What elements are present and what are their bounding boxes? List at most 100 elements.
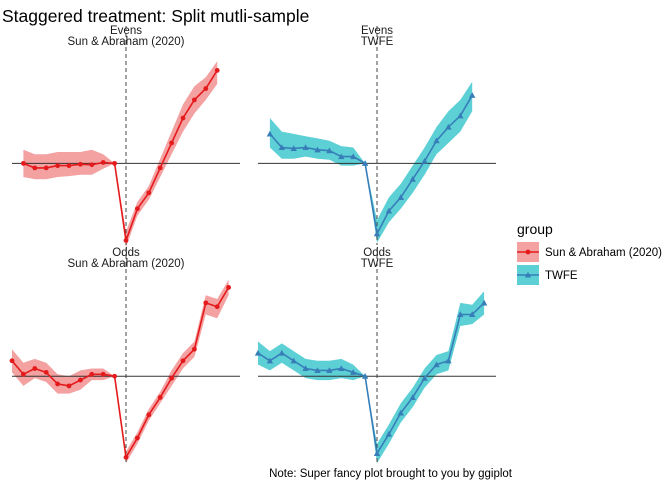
panel-1-point-2 [290, 145, 297, 151]
panel-1-point-17 [469, 92, 476, 98]
panel-3-point-18 [469, 311, 476, 318]
panel-1-point-10 [385, 207, 393, 214]
panel-3-point-8 [350, 369, 357, 375]
panel-0-point-16 [203, 86, 209, 91]
panel-3-strip-0: Odds [363, 247, 391, 259]
panel-1-point-5 [326, 147, 333, 154]
panel-1-point-13 [421, 157, 428, 164]
panel-3-point-9 [361, 373, 369, 379]
panel-0-point-5 [78, 161, 83, 167]
legend-key-0 [517, 242, 539, 262]
panel-0-point-4 [66, 163, 72, 169]
panel-2-point-2 [32, 366, 38, 371]
panel-0-point-12 [157, 165, 163, 171]
panel-0-point-0 [21, 160, 26, 166]
panel-3-point-4 [302, 365, 309, 372]
panel-0-point-3 [55, 163, 60, 169]
panel-3-series-line [257, 302, 485, 456]
panel-2-point-3 [43, 369, 49, 375]
panel-1-point-1 [278, 144, 285, 151]
panel-1-point-6 [338, 153, 345, 160]
panel-2-series-line [11, 286, 230, 460]
legend-key-1 [517, 265, 539, 285]
panel-0-point-7 [100, 160, 106, 165]
panel-2-point-12 [146, 412, 152, 418]
panel-1-point-0 [266, 130, 274, 137]
panel-1-point-9 [373, 230, 381, 237]
panel-3-point-2 [278, 349, 285, 356]
panel-1-point-4 [314, 146, 321, 153]
panel-3-point-10 [373, 450, 381, 456]
panel-3-point-15 [433, 361, 440, 368]
panel-1-point-8 [361, 160, 369, 166]
panel-2-point-9 [112, 373, 117, 379]
panel-3-point-13 [409, 394, 416, 401]
panel-0-point-15 [192, 97, 197, 103]
panel-1-ribbon [269, 81, 473, 243]
panel-0-point-11 [146, 190, 152, 196]
panel-2-point-5 [66, 383, 72, 389]
panel-3-point-16 [445, 357, 452, 364]
panel-0-point-10 [135, 206, 140, 212]
panel-3-point-17 [457, 311, 464, 318]
panel-2-point-13 [157, 395, 163, 400]
panel-0-point-1 [32, 165, 38, 171]
panel-1-point-15 [445, 123, 452, 130]
panel-0-point-17 [214, 68, 220, 73]
panel-3-point-6 [326, 367, 333, 373]
panel-1-point-12 [409, 176, 416, 182]
panel-2-ribbon [12, 279, 229, 464]
panel-2-point-4 [55, 381, 60, 387]
panel-0-point-6 [89, 162, 95, 168]
panel-1-point-16 [457, 112, 464, 119]
panel-3-point-3 [290, 357, 297, 364]
panel-2-point-0 [9, 358, 15, 364]
panel-3-point-14 [421, 374, 428, 381]
panel-2-point-10 [123, 454, 129, 460]
panel-1-point-3 [302, 144, 309, 151]
legend-key-1-marker [524, 271, 532, 278]
panel-1-strip-0: Evens [361, 25, 393, 37]
panel-0-point-14 [180, 115, 186, 121]
panel-2-point-19 [226, 285, 232, 290]
panel-3-point-11 [385, 430, 393, 437]
chart-title: Staggered treatment: Split mutli-sample [2, 6, 309, 26]
panel-2-strip-0: Odds [112, 247, 140, 259]
chart-caption: Note: Super fancy plot brought to you by… [269, 468, 513, 480]
panel-0-point-13 [169, 140, 175, 146]
panel-1-point-11 [397, 194, 404, 200]
panel-2-point-16 [192, 346, 197, 352]
panel-3-point-5 [314, 367, 321, 373]
panel-3-point-7 [338, 365, 345, 372]
panel-2-point-8 [100, 371, 106, 377]
legend-label-1: TWFE [545, 270, 578, 282]
panel-1-series-line [269, 94, 473, 237]
panel-2-point-15 [180, 358, 186, 364]
panel-2-point-11 [135, 435, 140, 441]
panel-0-strip-0: Evens [110, 25, 142, 37]
panel-2-point-7 [89, 371, 95, 377]
legend-title: group [517, 221, 553, 237]
panel-2-point-17 [203, 300, 209, 306]
panel-0-point-8 [112, 160, 117, 166]
panel-3-point-0 [254, 349, 262, 356]
panel-0-point-2 [43, 165, 49, 171]
legend-label-0: Sun & Abraham (2020) [545, 247, 662, 259]
legend: group Sun & Abraham (2020) TWFE [517, 221, 662, 285]
panel-0-point-9 [123, 238, 129, 243]
panel-3-point-19 [480, 299, 488, 306]
panel-2-point-6 [78, 377, 83, 383]
panel-1-point-7 [350, 153, 357, 160]
legend-key-0-marker [525, 249, 531, 255]
panel-3-point-12 [397, 409, 404, 416]
panel-1-point-14 [433, 137, 440, 144]
panel-3-ribbon [258, 291, 485, 464]
panel-2-point-18 [214, 304, 220, 310]
panel-0-ribbon [23, 61, 218, 248]
